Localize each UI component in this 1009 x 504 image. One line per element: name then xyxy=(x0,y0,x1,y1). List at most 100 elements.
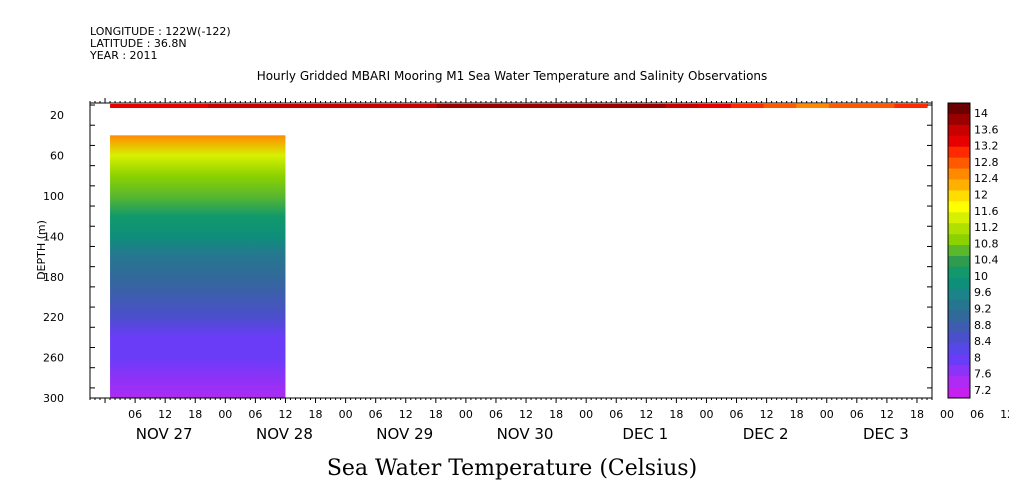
x-hour-label: 06 xyxy=(850,408,864,421)
x-hour-label: 06 xyxy=(609,408,623,421)
colorbar-swatch xyxy=(948,332,970,344)
colorbar-label: 10.4 xyxy=(974,254,999,267)
colorbar-swatch xyxy=(948,299,970,312)
surface-temperature-cell xyxy=(469,104,503,109)
surface-temperature-cell xyxy=(240,104,275,109)
colorbar-label: 14 xyxy=(974,107,988,120)
colorbar-swatch xyxy=(948,343,970,355)
x-hour-label: 06 xyxy=(248,408,262,421)
x-hour-label: 00 xyxy=(579,408,593,421)
x-day-label: NOV 29 xyxy=(376,425,433,443)
colorbar-swatch xyxy=(948,103,970,115)
x-hour-label: 00 xyxy=(820,408,834,421)
y-tick-label: 300 xyxy=(43,392,64,405)
colorbar-swatch xyxy=(948,266,970,279)
chart-title: Hourly Gridded MBARI Mooring M1 Sea Wate… xyxy=(257,69,768,83)
surface-temperature-cell xyxy=(175,104,209,109)
colorbar-label: 8.8 xyxy=(974,319,992,332)
longitude-label: LONGITUDE : 122W(-122) xyxy=(90,25,231,38)
colorbar-swatch xyxy=(948,157,970,170)
colorbar-swatch xyxy=(948,255,970,268)
y-tick-label: 140 xyxy=(43,230,64,243)
y-tick-label: 180 xyxy=(43,271,64,284)
surface-temperature-cell xyxy=(371,104,405,109)
colorbar-swatch xyxy=(948,354,970,366)
colorbar-swatch xyxy=(948,168,970,180)
x-hour-label: 18 xyxy=(549,408,563,421)
x-day-label: NOV 30 xyxy=(497,425,554,443)
surface-temperature-cell xyxy=(338,104,373,109)
plot-area xyxy=(110,104,928,398)
colorbar-label: 8.4 xyxy=(974,335,992,348)
surface-temperature-cell xyxy=(208,104,242,109)
y-tick-label: 100 xyxy=(43,190,64,203)
x-hour-label: 06 xyxy=(489,408,503,421)
x-hour-label: 12 xyxy=(880,408,894,421)
colorbar-swatch xyxy=(948,223,970,235)
x-hour-label: 18 xyxy=(669,408,683,421)
x-hour-label: 00 xyxy=(699,408,713,421)
colorbar-swatch xyxy=(948,201,970,213)
surface-temperature-cell xyxy=(502,104,536,109)
colorbar-swatch xyxy=(948,113,970,126)
surface-temperature-cell xyxy=(665,104,699,109)
surface-temperature-cell xyxy=(632,104,667,109)
x-hour-label: 12 xyxy=(760,408,774,421)
y-tick-label: 260 xyxy=(43,352,64,365)
x-hour-label: 06 xyxy=(730,408,744,421)
surface-temperature-cell xyxy=(894,104,928,109)
bottom-title: Sea Water Temperature (Celsius) xyxy=(327,456,697,481)
surface-temperature-cell xyxy=(306,104,340,109)
colorbar-swatch xyxy=(948,321,970,333)
colorbar-swatch xyxy=(948,310,970,323)
x-hour-label: 18 xyxy=(309,408,323,421)
x-hour-label: 18 xyxy=(188,408,202,421)
y-tick-label: 20 xyxy=(50,109,64,122)
x-axis: 06 12 18 00 06 12 18 00 06 12 18 00 06 12 18 00 06 12 18 00… xyxy=(89,98,1009,443)
year-label: YEAR : 2011 xyxy=(89,49,158,62)
y-tick-label: 60 xyxy=(50,150,64,163)
x-hour-label: 18 xyxy=(429,408,443,421)
x-hour-label: 06 xyxy=(128,408,142,421)
surface-temperature-cell xyxy=(567,104,601,109)
colorbar-label: 7.6 xyxy=(974,368,992,381)
surface-temperature-cell xyxy=(436,104,471,109)
surface-temperature-cell xyxy=(404,104,438,109)
colorbar-swatch xyxy=(948,212,970,224)
y-axis-label: DEPTH (m) xyxy=(35,220,48,280)
y-tick-label: 220 xyxy=(43,311,64,324)
x-day-label: DEC 2 xyxy=(743,425,789,443)
x-hour-label: 12 xyxy=(639,408,653,421)
x-hour-label: 12 xyxy=(158,408,172,421)
colorbar-label: 9.2 xyxy=(974,303,992,316)
x-hour-label: 12 xyxy=(399,408,413,421)
surface-temperature-cell xyxy=(763,104,797,109)
colorbar-label: 8 xyxy=(974,351,981,364)
x-hour-label: 18 xyxy=(790,408,804,421)
colorbar-swatch xyxy=(948,234,970,246)
colorbar-label: 9.6 xyxy=(974,286,992,299)
surface-temperature-cell xyxy=(861,104,895,109)
colorbar-swatch xyxy=(948,277,970,290)
colorbar-label: 12 xyxy=(974,188,988,201)
x-hour-label: 06 xyxy=(970,408,984,421)
x-hour-label: 00 xyxy=(459,408,473,421)
colorbar-label: 11.6 xyxy=(974,205,999,218)
x-day-label: NOV 28 xyxy=(256,425,313,443)
x-day-label: DEC 1 xyxy=(622,425,668,443)
surface-temperature-cell xyxy=(796,104,830,109)
x-hour-label: 00 xyxy=(218,408,232,421)
deep-temperature-block xyxy=(110,135,286,398)
x-hour-label: 18 xyxy=(910,408,924,421)
x-hour-label: 06 xyxy=(369,408,383,421)
colorbar-label: 10 xyxy=(974,270,988,283)
colorbar-swatch xyxy=(948,179,970,191)
colorbar-swatch xyxy=(948,376,970,388)
colorbar-label: 13.2 xyxy=(974,140,999,153)
x-hour-label: 00 xyxy=(940,408,954,421)
x-hour-label: 00 xyxy=(339,408,353,421)
surface-temperature-cell xyxy=(142,104,177,109)
surface-temperature-cell xyxy=(534,104,569,109)
x-hour-label: 12 xyxy=(278,408,292,421)
